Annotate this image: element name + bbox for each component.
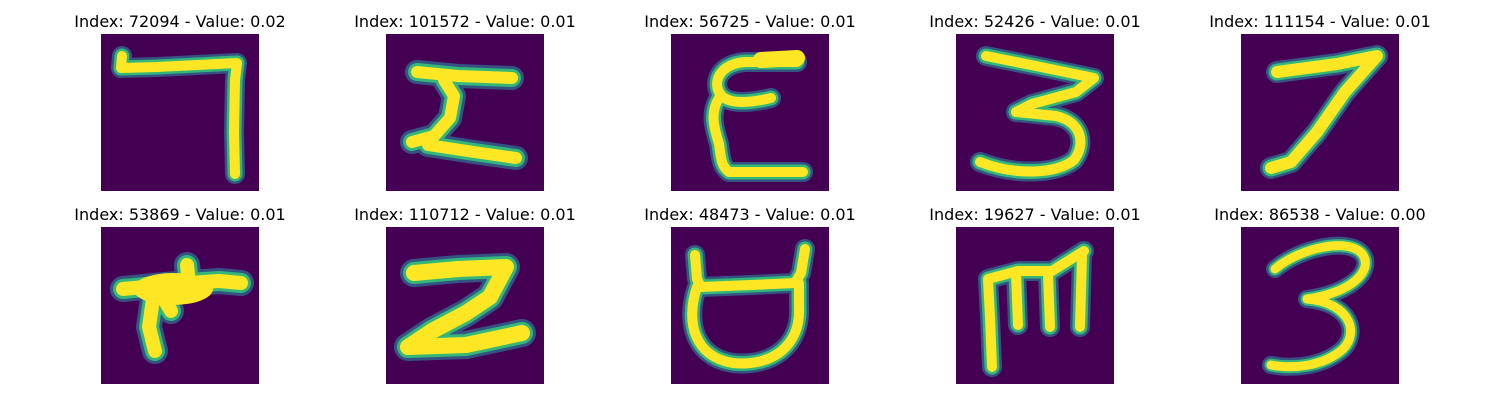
panel-image <box>956 34 1114 191</box>
panel-title: Index: 48473 - Value: 0.01 <box>644 205 856 224</box>
panel-title: Index: 56725 - Value: 0.01 <box>644 12 856 31</box>
grid-panel: Index: 110712 - Value: 0.01 <box>345 204 585 389</box>
panel-image <box>386 34 544 191</box>
panel-title: Index: 52426 - Value: 0.01 <box>929 12 1141 31</box>
panel-title: Index: 72094 - Value: 0.02 <box>74 12 286 31</box>
grid-panel: Index: 101572 - Value: 0.01 <box>345 11 585 196</box>
panel-image <box>386 227 544 384</box>
panel-image <box>101 34 259 191</box>
grid-panel: Index: 111154 - Value: 0.01 <box>1200 11 1440 196</box>
grid-panel: Index: 72094 - Value: 0.02 <box>60 11 300 196</box>
panel-image <box>1241 227 1399 384</box>
grid-panel: Index: 86538 - Value: 0.00 <box>1200 204 1440 389</box>
grid-panel: Index: 19627 - Value: 0.01 <box>915 204 1155 389</box>
panel-image <box>671 227 829 384</box>
panel-title: Index: 111154 - Value: 0.01 <box>1209 12 1431 31</box>
grid-panel: Index: 52426 - Value: 0.01 <box>915 11 1155 196</box>
panel-title: Index: 110712 - Value: 0.01 <box>354 205 576 224</box>
panel-image <box>671 34 829 191</box>
grid-panel: Index: 48473 - Value: 0.01 <box>630 204 870 389</box>
grid-panel: Index: 53869 - Value: 0.01 <box>60 204 300 389</box>
panel-title: Index: 101572 - Value: 0.01 <box>354 12 576 31</box>
panel-title: Index: 86538 - Value: 0.00 <box>1214 205 1426 224</box>
panel-image <box>101 227 259 384</box>
grid-panel: Index: 56725 - Value: 0.01 <box>630 11 870 196</box>
panel-image <box>956 227 1114 384</box>
panel-image <box>1241 34 1399 191</box>
panel-title: Index: 19627 - Value: 0.01 <box>929 205 1141 224</box>
panel-title: Index: 53869 - Value: 0.01 <box>74 205 286 224</box>
